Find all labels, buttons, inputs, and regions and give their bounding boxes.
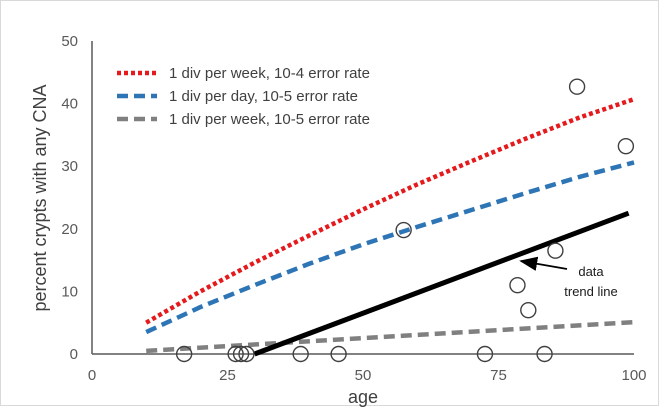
x-tick-label: 25: [219, 367, 236, 384]
x-tick-label: 75: [490, 367, 507, 384]
series-line-1: [145, 160, 635, 335]
data-point: [547, 242, 564, 259]
data-point: [617, 137, 635, 155]
axes: [91, 41, 634, 355]
series-lines: [145, 97, 635, 357]
legend-label: 1 div per week, 10-4 error rate: [169, 65, 370, 82]
data-point: [536, 345, 553, 363]
data-point: [509, 276, 526, 294]
y-tick-label: 30: [61, 158, 78, 175]
trend-annotation: data trend line: [519, 256, 618, 299]
annotation-line-1: data: [578, 264, 604, 279]
x-tick-label: 0: [88, 367, 96, 384]
legend: 1 div per week, 10-4 error rate 1 div per…: [117, 65, 370, 128]
y-tick-label: 0: [70, 346, 78, 363]
annotation-line-2: trend line: [564, 284, 617, 299]
x-tick-label: 50: [355, 367, 372, 384]
data-point: [232, 345, 250, 363]
x-tick-label: 100: [621, 367, 646, 384]
series-line-2: [146, 319, 635, 354]
data-point: [175, 345, 193, 363]
tick-labels: 0 10 20 30 40 50 0 25 50 75 100: [61, 33, 646, 384]
data-point: [520, 301, 537, 319]
data-point: [395, 221, 412, 239]
series-line-3: [253, 210, 630, 357]
data-point: [238, 345, 255, 363]
y-tick-label: 40: [61, 96, 78, 113]
data-point: [568, 78, 586, 95]
series-line-0: [145, 97, 635, 325]
x-axis-title: age: [348, 387, 378, 407]
y-tick-label: 20: [61, 221, 78, 238]
legend-label: 1 div per week, 10-5 error rate: [169, 111, 370, 128]
data-points: [175, 78, 635, 363]
legend-label: 1 div per day, 10-5 error rate: [169, 88, 358, 105]
data-point: [476, 345, 494, 363]
data-point: [292, 345, 309, 363]
data-point: [227, 345, 244, 363]
annotation-arrow: [519, 256, 568, 271]
y-tick-label: 10: [61, 283, 78, 300]
data-point: [330, 345, 347, 363]
y-tick-label: 50: [61, 33, 78, 50]
y-axis-title: percent crypts with any CNA: [30, 84, 50, 311]
